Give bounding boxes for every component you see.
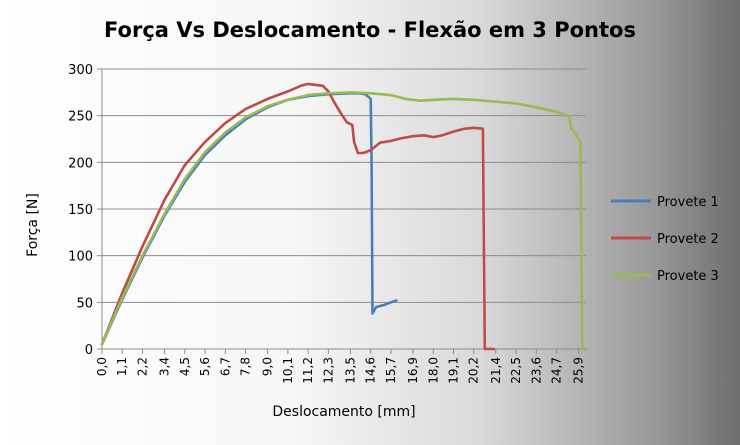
x-tick-label: 7,8 [239, 357, 253, 376]
x-tick-label: 19,1 [446, 357, 460, 384]
x-tick-label: 6,7 [218, 357, 232, 376]
y-tick-label: 200 [68, 156, 93, 171]
x-tick-label: 10,1 [281, 357, 295, 384]
x-tick-label: 2,2 [135, 357, 149, 376]
x-tick-label: 9,0 [261, 357, 275, 376]
x-tick-label: 16,9 [406, 357, 420, 384]
x-tick-label: 20,2 [467, 357, 481, 384]
x-tick-label: 1,1 [115, 357, 129, 376]
x-tick-label: 13,5 [343, 357, 357, 384]
x-tick-label: 25,9 [572, 357, 586, 384]
x-tick-label: 18,0 [426, 357, 440, 384]
x-tick-label: 5,6 [198, 357, 212, 376]
x-tick-label: 4,5 [178, 357, 192, 376]
x-axis-label: Deslocamento [mm] [272, 404, 416, 420]
legend-label-2: Provete 2 [657, 232, 719, 247]
series-line-2 [100, 82, 496, 351]
x-tick-label: 21,4 [489, 357, 503, 384]
x-tick-label: 3,4 [158, 357, 172, 376]
x-tick-label: 0,0 [95, 357, 109, 376]
y-tick-label: 250 [68, 110, 93, 125]
x-tick-label: 12,3 [321, 357, 335, 384]
y-tick-label: 300 [68, 63, 93, 78]
x-tick-label: 22,5 [509, 357, 523, 384]
x-tick-label: 11,2 [301, 357, 315, 384]
x-tick-label: 15,7 [384, 357, 398, 384]
legend-label-3: Provete 3 [657, 269, 719, 284]
y-tick-label: 100 [68, 250, 93, 265]
x-tick-label: 23,6 [529, 357, 543, 384]
legend-label-1: Provete 1 [657, 195, 719, 210]
x-tick-label: 14,6 [364, 357, 378, 384]
y-tick-label: 150 [68, 203, 93, 218]
x-tick-label: 24,7 [550, 357, 564, 384]
series-line-3 [100, 91, 588, 351]
chart-title: Força Vs Deslocamento - Flexão em 3 Pont… [104, 18, 636, 42]
y-tick-label: 50 [76, 296, 93, 311]
y-tick-label: 0 [85, 343, 93, 358]
